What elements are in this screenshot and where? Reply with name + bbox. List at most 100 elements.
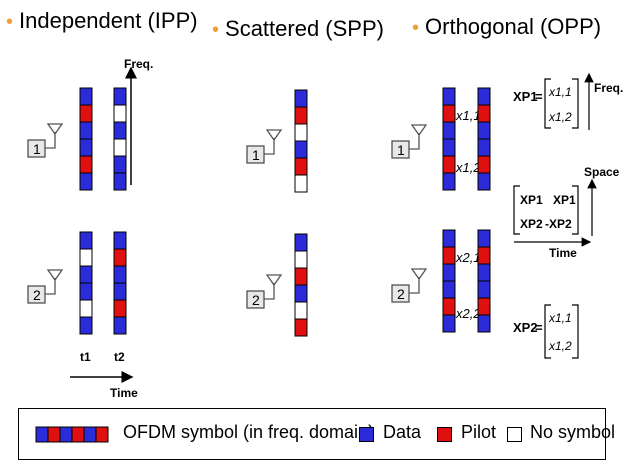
ofdm-cell: [477, 314, 491, 333]
legend-pilot-swatch: [437, 427, 452, 442]
ofdm-cell: [294, 318, 308, 337]
opp-label-x12: x1,2: [455, 160, 481, 175]
ofdm-cell: [477, 263, 491, 282]
ofdm-cell: [79, 316, 93, 335]
ofdm-cell: [442, 121, 456, 140]
legend-none-swatch: [507, 427, 522, 442]
ofdm-cell: [477, 121, 491, 140]
xp2-bracket-right: [572, 304, 579, 359]
ofdm-cell: [79, 104, 93, 123]
pilot-pattern-diagram: Freq. Time t1 t2 x1,1 x1,2 x2,1 x2,2 XP1…: [27, 57, 623, 400]
stbc-bracket-right: [572, 185, 579, 235]
title-spp: • Scattered (SPP): [212, 16, 384, 42]
time-axis-label: Time: [110, 386, 138, 400]
ofdm-cell: [79, 138, 93, 157]
equals-sign: =: [535, 320, 543, 335]
bullet-icon: •: [212, 19, 220, 41]
antenna-number: 2: [33, 287, 41, 303]
legend-data-swatch: [359, 427, 374, 442]
ofdm-cell: [294, 174, 308, 193]
ofdm-cell: [113, 104, 127, 123]
antenna-icon: 2: [246, 274, 283, 309]
ofdm-cell: [79, 155, 93, 174]
equals-sign: =: [535, 89, 543, 104]
bullet-icon: •: [412, 17, 420, 39]
legend-symbol-cell: [35, 426, 49, 443]
ofdm-cell: [477, 297, 491, 316]
ofdm-cell: [442, 104, 456, 123]
stbc-entry-21: XP2: [520, 217, 543, 231]
ofdm-cell: [79, 282, 93, 301]
ofdm-cell: [113, 282, 127, 301]
t1-label: t1: [80, 350, 91, 364]
ofdm-cell: [294, 140, 308, 159]
freq-axis-label: Freq.: [124, 57, 153, 71]
ofdm-cell: [442, 314, 456, 333]
ofdm-cell: [294, 89, 308, 108]
ofdm-cell: [294, 157, 308, 176]
bullet-icon: •: [6, 11, 14, 33]
title-opp-text: Orthogonal (OPP): [425, 14, 602, 39]
ofdm-cell: [294, 123, 308, 142]
space-axis-label: Space: [584, 165, 620, 179]
antenna-number: 2: [252, 292, 260, 308]
ofdm-cell: [113, 121, 127, 140]
ofdm-cell: [294, 284, 308, 303]
legend-symbol-cell: [59, 426, 73, 443]
antenna-icon: 2: [27, 269, 64, 304]
t2-label: t2: [114, 350, 125, 364]
ofdm-cell: [113, 248, 127, 267]
xp1-bracket-left: [544, 78, 551, 129]
ofdm-cell: [477, 138, 491, 157]
ofdm-cell: [442, 297, 456, 316]
xp1-entry-1: x1,1: [548, 85, 572, 99]
legend-data-label: Data: [383, 422, 422, 442]
ofdm-cell: [113, 155, 127, 174]
antenna-number: 2: [397, 286, 405, 302]
ofdm-cell: [477, 246, 491, 265]
stbc-entry-22: -XP2: [545, 217, 572, 231]
opp-label-x11: x1,1: [455, 108, 481, 123]
legend: OFDM symbol (in freq. domain) Data Pilot…: [18, 408, 615, 460]
legend-none-label: No symbol: [530, 422, 616, 442]
stbc-entry-11: XP1: [520, 193, 543, 207]
ofdm-cell: [442, 263, 456, 282]
antenna-number: 1: [252, 147, 260, 163]
ofdm-cell: [477, 229, 491, 248]
antenna-number: 1: [33, 141, 41, 157]
ofdm-symbol-icon: [35, 426, 109, 443]
ofdm-cell: [442, 87, 456, 106]
ofdm-cell: [113, 316, 127, 335]
antenna-icon: 1: [391, 124, 428, 159]
legend-symbol-cell: [95, 426, 109, 443]
ofdm-cell: [477, 155, 491, 174]
xp1-bracket-right: [572, 78, 579, 129]
legend-symbol-cell: [71, 426, 85, 443]
xp2-label: XP2: [513, 320, 538, 335]
xp2-bracket-left: [544, 304, 551, 359]
ofdm-cell: [294, 250, 308, 269]
ofdm-cell: [113, 265, 127, 284]
title-spp-text: Scattered (SPP): [225, 16, 384, 41]
ofdm-cell: [79, 231, 93, 250]
ofdm-cell: [442, 138, 456, 157]
stbc-bracket-left: [513, 185, 520, 235]
ofdm-cell: [477, 172, 491, 191]
legend-ofdm-label: OFDM symbol (in freq. domain): [123, 422, 375, 442]
antenna-number: 1: [397, 142, 405, 158]
ofdm-cell: [294, 106, 308, 125]
ofdm-cell: [113, 299, 127, 318]
xp1-entry-2: x1,2: [548, 110, 572, 124]
ofdm-cell: [79, 121, 93, 140]
ofdm-cell: [477, 280, 491, 299]
antenna-icon: 2: [391, 268, 428, 303]
ofdm-cell: [477, 87, 491, 106]
ofdm-cell: [79, 299, 93, 318]
ofdm-cell: [294, 233, 308, 252]
antenna-icon: 1: [246, 129, 283, 164]
ofdm-cell: [79, 248, 93, 267]
ofdm-cell: [442, 155, 456, 174]
ofdm-cell: [294, 267, 308, 286]
dynamic-layer: 1 2 1 2 1 2: [27, 87, 491, 337]
ofdm-cell: [79, 172, 93, 191]
